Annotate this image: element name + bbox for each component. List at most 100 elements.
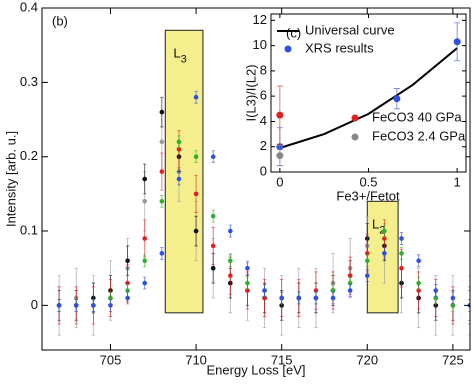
point xyxy=(228,228,233,234)
point xyxy=(142,280,148,286)
legend-marker xyxy=(351,114,359,122)
y-axis-title: I(L3)/I(L2) xyxy=(243,64,258,121)
x-tick-label: 720 xyxy=(356,352,378,367)
point xyxy=(159,109,165,115)
y-tick-label: 0.2 xyxy=(20,148,38,163)
point xyxy=(159,139,165,145)
point xyxy=(193,191,199,197)
legend-label: Universal curve xyxy=(305,22,395,37)
x-tick-label: 1 xyxy=(454,174,461,189)
point xyxy=(416,258,421,264)
point xyxy=(193,154,199,159)
point xyxy=(142,176,148,182)
point xyxy=(276,152,284,160)
series-group xyxy=(276,22,461,167)
point xyxy=(210,213,216,219)
error-bar xyxy=(468,286,470,325)
legend-marker xyxy=(351,133,359,141)
point xyxy=(125,258,130,264)
y-tick-label: 2 xyxy=(260,138,267,153)
point xyxy=(416,280,421,286)
point xyxy=(262,288,267,293)
point xyxy=(56,303,62,308)
axes-frame xyxy=(41,7,471,351)
point xyxy=(125,295,130,301)
point xyxy=(399,265,404,271)
x-axis-title: Fe3+/Fetot xyxy=(336,188,400,203)
y-tick-label: 10 xyxy=(253,37,267,52)
point xyxy=(313,295,319,301)
y-tick-label: 0.4 xyxy=(20,0,38,14)
error-bar xyxy=(468,299,470,312)
point xyxy=(450,295,456,301)
region-label-sub: 3 xyxy=(181,53,187,65)
point xyxy=(142,199,148,204)
x-tick-label: 0 xyxy=(276,174,283,189)
y-tick-label: 0.3 xyxy=(20,74,38,89)
y-tick-label: 8 xyxy=(260,62,267,77)
legend-marker xyxy=(284,45,292,53)
region-label-main: L xyxy=(173,46,180,61)
point xyxy=(382,251,387,256)
point xyxy=(159,251,165,256)
legend-label: XRS results xyxy=(305,40,374,55)
point xyxy=(210,243,216,249)
y-axis-title: Intensity [arb. u.] xyxy=(3,131,18,227)
y-tick-label: 0 xyxy=(260,163,267,178)
point xyxy=(228,273,233,278)
x-tick-label: 705 xyxy=(100,352,122,367)
point xyxy=(245,265,250,271)
curve xyxy=(279,47,458,149)
plot-area xyxy=(271,14,466,172)
point xyxy=(330,295,336,301)
region xyxy=(164,29,204,314)
x-tick-label: 715 xyxy=(271,352,293,367)
panel-label: (c) xyxy=(286,25,301,40)
x-tick-label: 725 xyxy=(442,352,464,367)
x-tick-label: 0.5 xyxy=(359,174,377,189)
point xyxy=(159,169,165,174)
point xyxy=(176,139,182,145)
point xyxy=(193,94,199,100)
point xyxy=(228,258,233,264)
region xyxy=(366,200,399,314)
region-label: L3 xyxy=(173,46,186,65)
point xyxy=(296,295,302,301)
point xyxy=(382,228,387,234)
series-group xyxy=(56,90,470,336)
y-tick-label: 4 xyxy=(260,113,267,128)
legend-label: FeCO3 40 GPa xyxy=(372,109,462,124)
y-tick-label: 6 xyxy=(260,88,267,103)
point xyxy=(142,236,148,241)
x-axis-title: Energy Loss [eV] xyxy=(207,362,306,377)
point xyxy=(91,303,96,308)
point xyxy=(245,280,250,286)
point xyxy=(108,303,113,308)
point xyxy=(279,295,284,301)
point xyxy=(276,111,284,119)
point xyxy=(364,273,370,278)
point xyxy=(364,258,370,264)
point xyxy=(433,288,439,293)
y-tick-label: 0 xyxy=(31,297,38,312)
point xyxy=(193,228,199,234)
point xyxy=(399,251,404,256)
point xyxy=(393,95,401,103)
error-bar xyxy=(468,290,470,321)
point xyxy=(159,199,165,204)
y-tick-label: 12 xyxy=(253,12,267,27)
point xyxy=(210,265,216,271)
point xyxy=(176,176,182,182)
point xyxy=(347,288,353,293)
error-bar xyxy=(468,275,470,336)
point xyxy=(210,154,216,159)
panel-label: (b) xyxy=(52,13,68,28)
legend-label: FeCO3 2.4 GPa xyxy=(372,128,466,143)
region-label-main: L xyxy=(372,217,379,232)
y-tick-label: 0.1 xyxy=(20,222,38,237)
point xyxy=(399,236,404,241)
point xyxy=(142,258,148,264)
